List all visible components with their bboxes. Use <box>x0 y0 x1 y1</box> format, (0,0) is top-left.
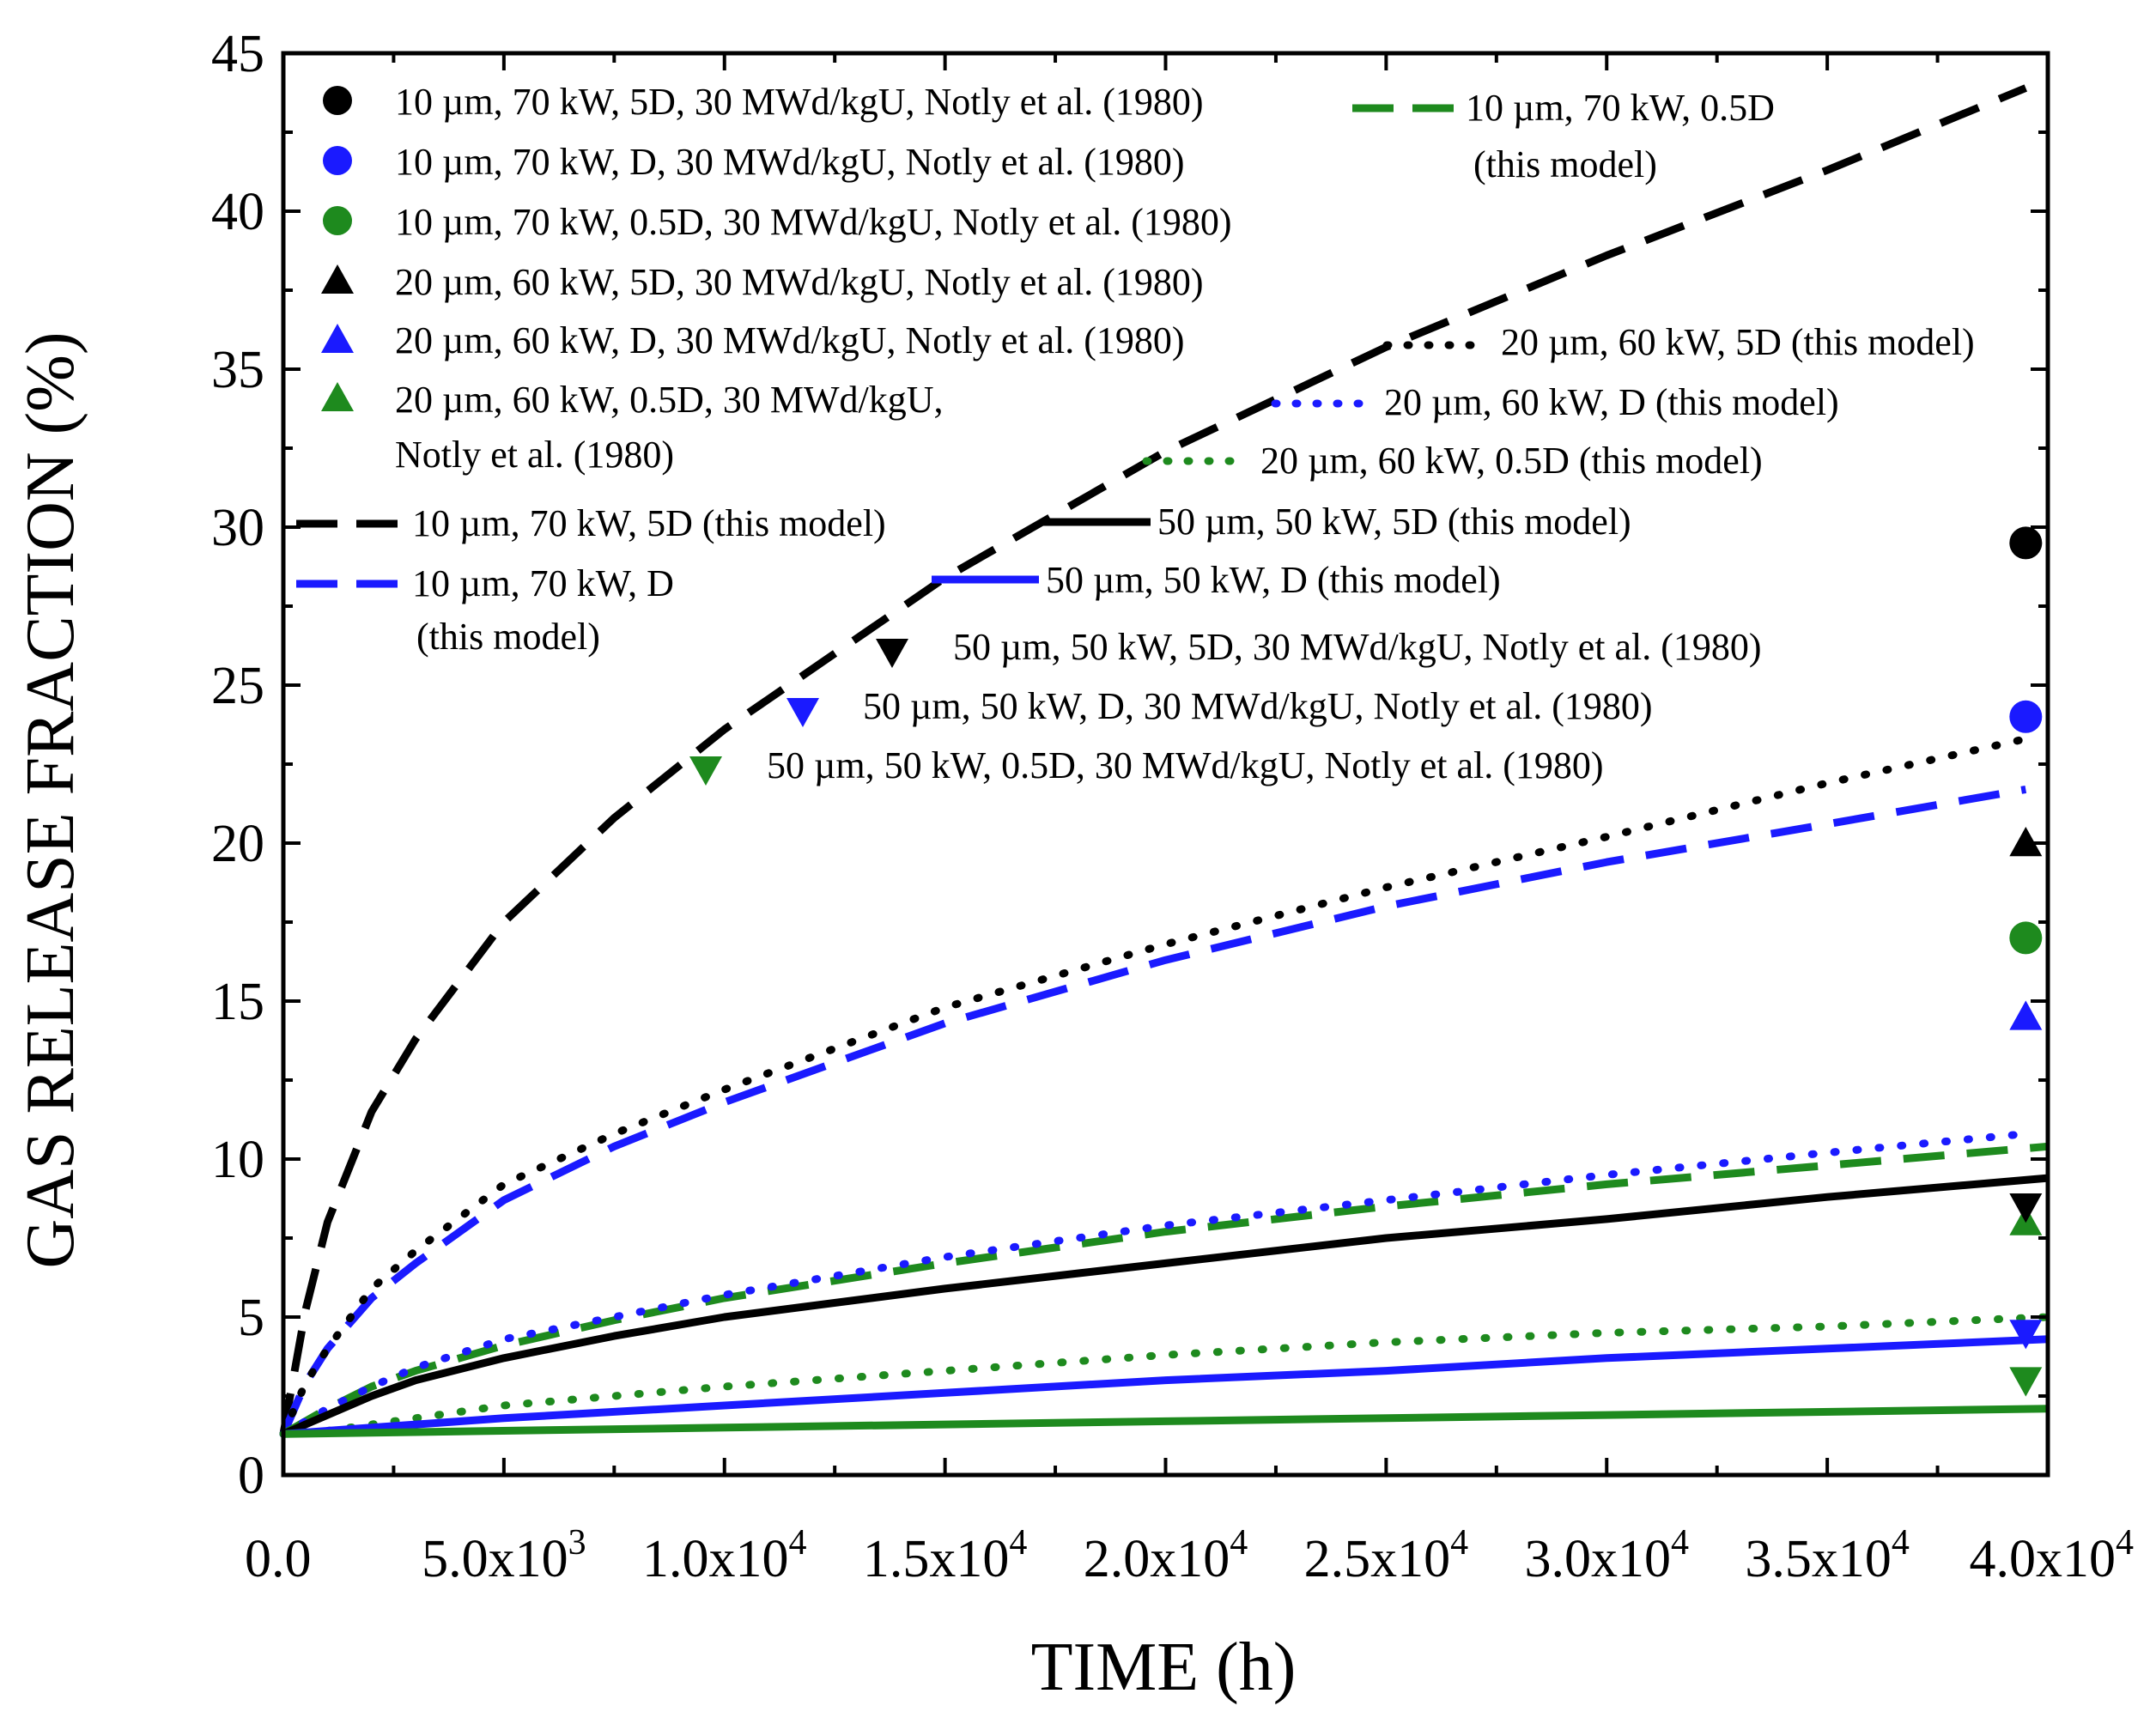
x-tick-mantissa: 1.0x10 <box>642 1530 789 1588</box>
legend-marker-exp-20-05d <box>321 382 354 411</box>
x-tick-exponent: 4 <box>2116 1523 2134 1563</box>
x-tick-mantissa: 2.0x10 <box>1084 1530 1230 1588</box>
series-line-20-um-60-kw-5d-this-model <box>279 735 2030 1438</box>
legend-label-exp-10-5d: 10 µm, 70 kW, 5D, 30 MWd/kgU, Notly et a… <box>395 81 1204 123</box>
data-point-50-um-50-kw-5d-30-mwd-kgu-notly-et-al-1980 <box>2009 1193 2043 1223</box>
legend-label-model-20-05d: 20 µm, 60 kW, 0.5D (this model) <box>1260 440 1763 482</box>
y-tick-label: 10 <box>211 1131 264 1189</box>
legend-label-exp-20-d: 20 µm, 60 kW, D, 30 MWd/kgU, Notly et al… <box>395 319 1185 361</box>
legend-label-exp-20-05d-line2: Notly et al. (1980) <box>395 434 674 476</box>
legend-label-model-10-05d-line1: 10 µm, 70 kW, 0.5D <box>1466 87 1775 129</box>
data-point-20-um-60-kw-5d-30-mwd-kgu-notly-et-al-1980 <box>2009 827 2043 857</box>
y-tick-label: 40 <box>211 183 264 241</box>
y-tick-label: 5 <box>238 1289 264 1347</box>
y-tick-label: 0 <box>238 1447 264 1505</box>
legend: 10 µm, 70 kW, 5D, 30 MWd/kgU, Notly et a… <box>296 81 1975 786</box>
x-tick-exponent: 4 <box>1671 1523 1689 1563</box>
x-tick-mantissa: 3.0x10 <box>1525 1530 1672 1588</box>
y-axis-title: GAS RELEASE FRACTION (%) <box>13 331 88 1268</box>
data-point-20-um-60-kw-d-30-mwd-kgu-notly-et-al-1980 <box>2009 1000 2043 1030</box>
legend-label-model-50-d: 50 µm, 50 kW, D (this model) <box>1046 559 1501 601</box>
legend-label-model-10-5d: 10 µm, 70 kW, 5D (this model) <box>412 502 886 544</box>
x-tick-exponent: 4 <box>1009 1523 1027 1563</box>
series-line-20-um-60-kw-d-this-model <box>279 1130 2030 1438</box>
legend-marker-exp-50-5d <box>876 639 908 668</box>
series-line-50-um-50-kw-d-this-model <box>282 1335 2049 1438</box>
x-tick-label: 1.5x104 <box>863 1523 1028 1588</box>
axes-layer <box>281 51 2050 1478</box>
legend-marker-exp-10-d <box>323 146 352 175</box>
series-line-10-um-70-kw-0-5d-this-model <box>281 1142 2049 1438</box>
y-tick-label: 15 <box>211 973 264 1031</box>
legend-label-exp-50-5d: 50 µm, 50 kW, 5D, 30 MWd/kgU, Notly et a… <box>953 626 1762 668</box>
x-tick-mantissa: 4.0x10 <box>1970 1530 2117 1588</box>
data-point-10-um-70-kw-5d-30-mwd-kgu-notly-et-al-1980 <box>2009 526 2043 560</box>
legend-label-exp-10-05d: 10 µm, 70 kW, 0.5D, 30 MWd/kgU, Notly et… <box>395 201 1232 243</box>
legend-label-model-10-d-line2: (this model) <box>416 616 600 658</box>
x-tick-exponent: 4 <box>1892 1523 1910 1563</box>
x-tick-label: 1.0x104 <box>642 1523 807 1588</box>
x-tick-exponent: 4 <box>1230 1523 1248 1563</box>
legend-label-model-50-5d: 50 µm, 50 kW, 5D (this model) <box>1157 501 1631 543</box>
legend-label-exp-20-05d-line1: 20 µm, 60 kW, 0.5D, 30 MWd/kgU, <box>395 379 944 421</box>
x-tick-label: 3.5x104 <box>1745 1523 1910 1588</box>
legend-label-exp-20-5d: 20 µm, 60 kW, 5D, 30 MWd/kgU, Notly et a… <box>395 261 1204 303</box>
legend-marker-exp-20-5d <box>321 264 354 294</box>
legend-marker-exp-10-05d <box>323 206 352 235</box>
legend-label-model-10-05d-line2: (this model) <box>1473 143 1657 185</box>
x-tick-exponent: 4 <box>789 1523 807 1563</box>
x-tick-mantissa: 0.0 <box>245 1530 312 1588</box>
legend-marker-exp-10-5d <box>323 86 352 115</box>
legend-label-exp-10-d: 10 µm, 70 kW, D, 30 MWd/kgU, Notly et al… <box>395 141 1185 183</box>
x-tick-exponent: 3 <box>568 1523 586 1563</box>
legend-label-exp-50-d: 50 µm, 50 kW, D, 30 MWd/kgU, Notly et al… <box>863 685 1653 727</box>
y-tick-label: 45 <box>211 25 264 83</box>
series-line-50-um-50-kw-0-5d-this-model <box>282 1405 2049 1438</box>
data-point-50-um-50-kw-0-5d-30-mwd-kgu-notly-et-al-1980 <box>2009 1367 2043 1397</box>
x-tick-mantissa: 5.0x10 <box>422 1530 568 1588</box>
y-tick-label: 20 <box>211 815 264 873</box>
legend-label-exp-50-05d: 50 µm, 50 kW, 0.5D, 30 MWd/kgU, Notly et… <box>767 744 1604 786</box>
x-tick-label: 0.0 <box>245 1530 312 1588</box>
series-line-10-um-70-kw-d-this-model <box>279 785 2027 1436</box>
x-axis-title: TIME (h) <box>1031 1630 1297 1705</box>
x-tick-label: 2.5x104 <box>1304 1523 1469 1588</box>
data-point-50-um-50-kw-d-30-mwd-kgu-notly-et-al-1980 <box>2009 1320 2043 1350</box>
x-tick-label: 3.0x104 <box>1525 1523 1690 1588</box>
x-tick-mantissa: 1.5x10 <box>863 1530 1010 1588</box>
x-tick-label: 4.0x104 <box>1970 1523 2135 1588</box>
series-line-10-um-70-kw-5d-this-model <box>279 84 2028 1435</box>
x-tick-label: 5.0x103 <box>422 1523 586 1588</box>
y-tick-label: 25 <box>211 657 264 715</box>
x-tick-exponent: 4 <box>1450 1523 1468 1563</box>
data-point-10-um-70-kw-0-5d-30-mwd-kgu-notly-et-al-1980 <box>2009 921 2043 955</box>
y-tick-label: 35 <box>211 341 264 399</box>
x-tick-mantissa: 2.5x10 <box>1304 1530 1451 1588</box>
legend-label-model-10-d-line1: 10 µm, 70 kW, D <box>412 562 674 604</box>
x-tick-label: 2.0x104 <box>1084 1523 1248 1588</box>
legend-label-model-20-d: 20 µm, 60 kW, D (this model) <box>1384 381 1839 423</box>
series-layer <box>279 84 2052 1438</box>
points-layer <box>2009 526 2043 1397</box>
legend-marker-exp-50-d <box>786 698 819 727</box>
data-point-10-um-70-kw-d-30-mwd-kgu-notly-et-al-1980 <box>2009 700 2043 733</box>
series-line-50-um-50-kw-5d-this-model <box>282 1174 2049 1438</box>
y-tick-label: 30 <box>211 499 264 557</box>
legend-marker-exp-20-d <box>321 324 354 353</box>
legend-marker-exp-50-05d <box>689 756 722 786</box>
x-tick-mantissa: 3.5x10 <box>1745 1530 1892 1588</box>
legend-label-model-20-5d: 20 µm, 60 kW, 5D (this model) <box>1501 321 1975 363</box>
